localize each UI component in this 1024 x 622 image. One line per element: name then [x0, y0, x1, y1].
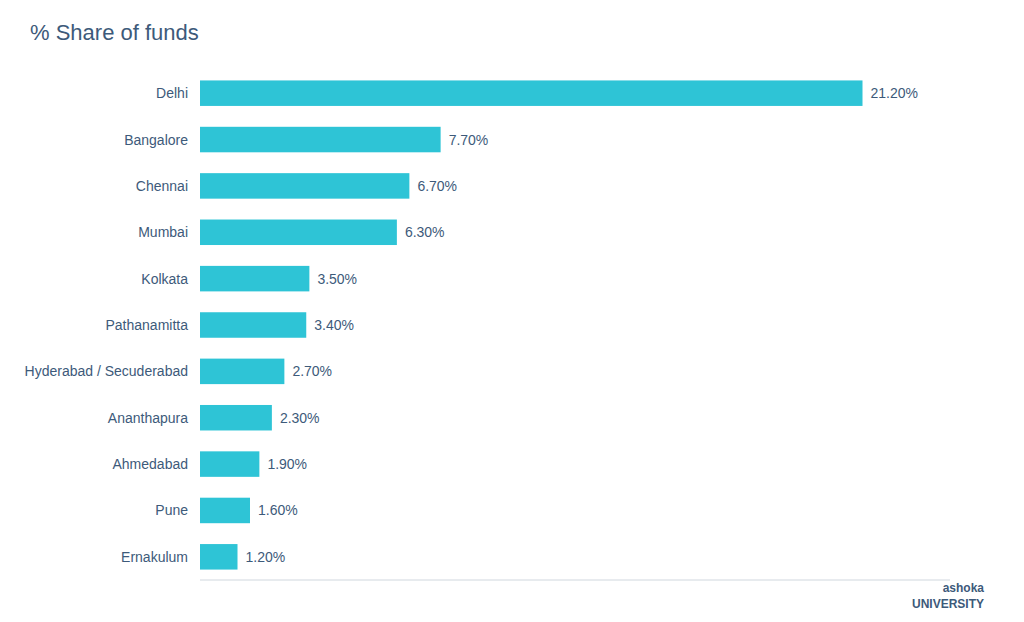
data-label: 3.50% — [317, 271, 357, 287]
bar — [200, 220, 397, 246]
data-label: 3.40% — [314, 317, 354, 333]
category-label: Chennai — [136, 178, 188, 194]
bar — [200, 127, 441, 153]
bar — [200, 173, 409, 199]
data-label: 1.20% — [246, 549, 286, 565]
category-label: Hyderabad / Secuderabad — [25, 363, 188, 379]
chart-title: % Share of funds — [30, 20, 199, 45]
data-label: 2.30% — [280, 410, 320, 426]
bar — [200, 266, 309, 292]
category-label: Pathanamitta — [106, 317, 189, 333]
category-label: Mumbai — [138, 224, 188, 240]
bar — [200, 312, 306, 338]
data-label: 1.60% — [258, 502, 298, 518]
category-label: Kolkata — [141, 271, 188, 287]
category-label: Pune — [155, 502, 188, 518]
data-label: 6.30% — [405, 224, 445, 240]
bar — [200, 451, 259, 477]
chart-svg: % Share of funds Delhi 21.20% Bangalore 7.70… — [0, 0, 1024, 622]
data-label: 1.90% — [267, 456, 307, 472]
category-label: Ananthapura — [108, 410, 188, 426]
annotation: UNIVERSITY — [912, 597, 984, 611]
chart-container: % Share of funds Delhi 21.20% Bangalore 7.70… — [0, 0, 1024, 622]
bar — [200, 498, 250, 524]
category-label: Delhi — [156, 85, 188, 101]
labels: Delhi 21.20% Bangalore 7.70% Chennai 6.70% Mum… — [25, 85, 918, 565]
data-label: 7.70% — [449, 132, 489, 148]
bar — [200, 544, 238, 570]
annotation: ashoka — [943, 581, 985, 595]
data-label: 6.70% — [417, 178, 457, 194]
data-label: 2.70% — [292, 363, 332, 379]
x-axis-line — [200, 580, 950, 581]
category-label: Ernakulum — [121, 549, 188, 565]
bar — [200, 405, 272, 431]
bar — [200, 359, 284, 385]
category-label: Bangalore — [124, 132, 188, 148]
category-label: Ahmedabad — [112, 456, 188, 472]
data-label: 21.20% — [871, 85, 918, 101]
bars — [200, 80, 863, 569]
bar — [200, 80, 863, 106]
